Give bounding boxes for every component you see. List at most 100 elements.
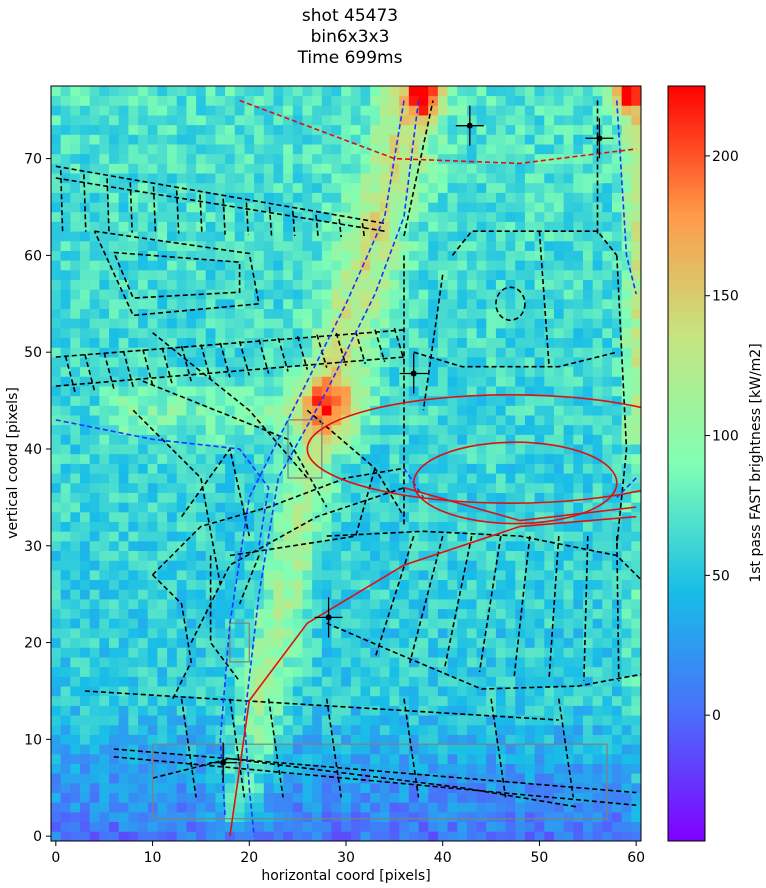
colorbar-tick-label: 100 — [712, 429, 739, 445]
structure-line — [152, 467, 405, 576]
vessel-right-wall — [616, 255, 628, 546]
marker-point — [220, 759, 227, 766]
tile-divider — [315, 214, 319, 237]
red-ellipse-inner — [412, 441, 618, 525]
x-tick-label: 50 — [531, 850, 549, 866]
roi-rect-bottom — [152, 743, 608, 820]
red-ellipse-outer — [306, 393, 641, 504]
colorbar-tick-label: 0 — [712, 708, 721, 724]
x-tick-label: 60 — [627, 850, 645, 866]
fan-spoke — [616, 536, 620, 682]
divertor-post — [325, 698, 342, 798]
marker-point — [410, 370, 417, 377]
title-line-2: bin6x3x3 — [310, 27, 390, 47]
fan-spoke — [374, 535, 415, 659]
mid-band-divider — [258, 339, 270, 374]
port-circle — [495, 286, 526, 322]
divertor-upper — [113, 748, 637, 794]
mid-band-divider — [238, 340, 251, 376]
tile-divider — [59, 170, 64, 232]
mid-band-bottom — [55, 356, 405, 387]
marker-point — [596, 135, 603, 142]
mid-band-divider — [122, 350, 134, 388]
tile-divider — [338, 218, 342, 238]
mid-band-divider — [393, 327, 405, 361]
mid-band-divider — [180, 345, 192, 382]
red-solid-curve — [229, 515, 637, 837]
divertor-post — [490, 698, 507, 798]
fan-bottom — [326, 622, 641, 690]
x-tick-label: 20 — [240, 850, 258, 866]
fan-spoke — [443, 535, 473, 668]
tile-frame-outer — [93, 230, 260, 317]
tile-divider — [129, 182, 133, 233]
structure-line — [180, 447, 251, 537]
mid-band-divider — [335, 332, 347, 366]
tile-divider — [175, 190, 180, 234]
heatmap-cells — [51, 86, 641, 841]
colorbar-tick-label: 200 — [712, 149, 739, 165]
marker-point — [325, 614, 332, 621]
fan-spoke — [409, 535, 444, 664]
y-tick-label: 0 — [33, 829, 42, 845]
x-axis-ticks: 0 10 20 30 40 50 60 — [51, 841, 645, 866]
divertor-top — [84, 690, 559, 721]
mid-band-divider — [219, 342, 231, 378]
title-line-3: Time 699ms — [297, 48, 403, 68]
mid-band-divider — [200, 344, 212, 380]
fan-top — [326, 530, 641, 581]
tile-divider — [292, 210, 296, 237]
colorbar — [667, 85, 706, 842]
mid-band-divider — [103, 352, 115, 390]
red-dashed-curve — [239, 99, 637, 165]
separatrix-line — [243, 100, 420, 837]
divertor-post — [558, 698, 575, 798]
title-line-1: shot 45473 — [301, 6, 399, 26]
mid-band-divider — [142, 349, 154, 386]
y-tick-label: 40 — [24, 442, 42, 458]
y-tick-label: 20 — [24, 636, 42, 652]
mid-band-divider — [296, 336, 309, 370]
y-tick-label: 10 — [24, 732, 42, 748]
x-tick-label: 10 — [144, 850, 162, 866]
vessel-inner — [422, 274, 444, 411]
mid-band-divider — [374, 329, 386, 363]
mid-band-top — [55, 329, 405, 358]
mid-band-divider — [354, 331, 367, 365]
divertor-inner — [152, 757, 579, 808]
colorbar-tick-label: 50 — [712, 568, 730, 584]
roi-rect-small — [229, 622, 250, 663]
vessel-box-divider — [538, 231, 550, 367]
chart-title: shot 45473 bin6x3x3 Time 699ms — [100, 6, 600, 69]
mid-band-divider — [84, 354, 96, 392]
fan-spoke — [583, 536, 589, 681]
divertor-post — [267, 698, 284, 798]
divertor-post — [403, 698, 420, 798]
tile-divider — [268, 206, 273, 236]
tile-divider — [83, 174, 87, 232]
separatrix-line — [616, 477, 637, 498]
mid-band-divider — [277, 337, 289, 372]
separatrix-line — [55, 419, 270, 546]
tile-divider — [106, 178, 110, 233]
vessel-box-top — [451, 230, 618, 256]
tile-divider — [245, 202, 250, 236]
y-tick-label: 50 — [24, 345, 42, 361]
x-tick-label: 0 — [51, 850, 60, 866]
structure-line — [229, 468, 376, 557]
mid-band-divider — [64, 355, 76, 394]
y-axis-ticks: 0 10 20 30 40 50 60 70 — [24, 152, 51, 845]
mid-band-divider — [161, 347, 173, 384]
colorbar-ticks: 0 50 100 150 200 — [705, 149, 739, 724]
structure-line — [152, 332, 308, 479]
tile-frame-inner — [113, 251, 241, 299]
structure-line — [152, 574, 193, 701]
colorbar-tick-label: 150 — [712, 289, 739, 305]
vessel-left-edge — [403, 100, 434, 237]
marker-point — [466, 122, 473, 129]
structure-line — [238, 555, 260, 605]
y-tick-label: 70 — [24, 152, 42, 168]
geometry-overlay — [55, 99, 641, 837]
divertor-post — [229, 698, 246, 798]
